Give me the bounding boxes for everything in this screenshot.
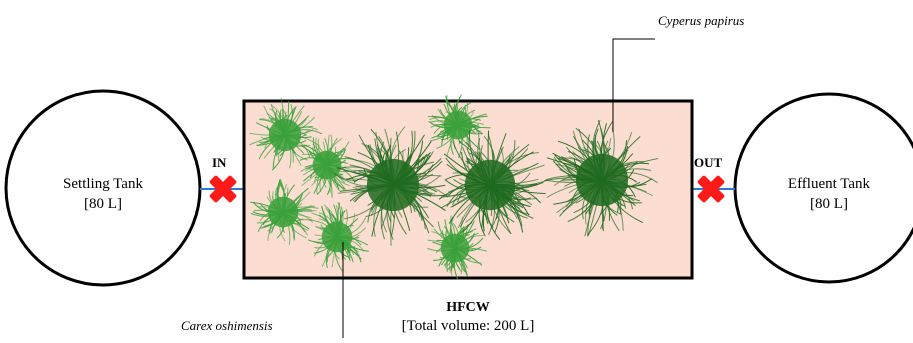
- settling-tank-label: Settling Tank [80 L]: [53, 174, 153, 214]
- settling-tank-volume: [80 L]: [84, 196, 122, 212]
- carex-plant-5: [427, 94, 491, 159]
- effluent-tank-volume: [80 L]: [810, 196, 848, 212]
- effluent-tank-name: Effluent Tank: [787, 176, 871, 192]
- plants-layer: [249, 94, 659, 280]
- cyperus-plant-2: [438, 130, 548, 241]
- outlet-valve-icon: [697, 175, 725, 203]
- cyperus-plant-3: [544, 119, 659, 237]
- hfcw-volume: [Total volume: 200 L]: [401, 318, 535, 334]
- carex-oshimensis-label: Carex oshimensis: [181, 318, 273, 333]
- carex-plant-4: [307, 201, 369, 273]
- hfcw-title: HFCW: [446, 300, 490, 315]
- cyperus-plant-1: [333, 126, 450, 246]
- cyperus-leader-line: [612, 38, 655, 132]
- carex-plant-6: [427, 215, 488, 280]
- settling-tank-name: Settling Tank: [63, 176, 143, 192]
- effluent-tank-label: Effluent Tank [80 L]: [774, 174, 884, 214]
- inlet-valve-icon: [209, 175, 237, 203]
- carex-plant-3: [250, 178, 319, 245]
- cyperus-papirus-label: Cyperus papirus: [658, 13, 745, 28]
- inlet-label: IN: [212, 155, 227, 170]
- outlet-label: OUT: [694, 155, 723, 170]
